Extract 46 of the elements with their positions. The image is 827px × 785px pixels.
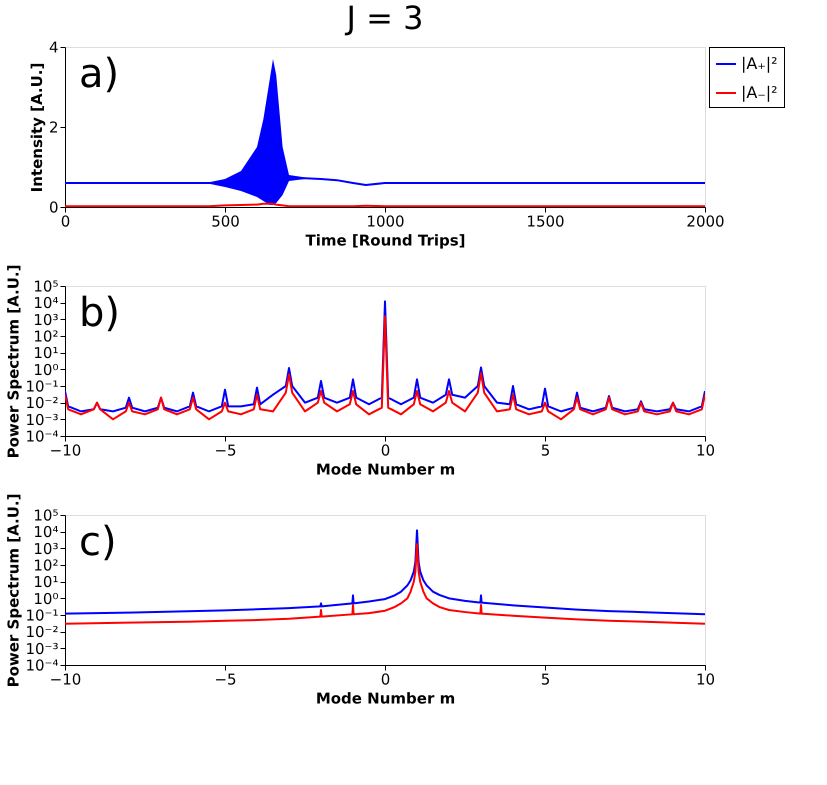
y-axis-title: Intensity [A.U.]: [28, 62, 46, 192]
y-axis-title: Power Spectrum [A.U.]: [4, 264, 22, 458]
y-tick-label: 10⁻³: [25, 640, 58, 658]
y-axis-title: Power Spectrum [A.U.]: [4, 494, 22, 688]
y-tick-label: 10¹: [33, 573, 58, 592]
y-tick-label: 10⁻¹: [25, 606, 58, 624]
legend-label: |A₊|²: [741, 54, 778, 73]
y-tick-label: 10⁵: [33, 278, 58, 296]
y-tick-label: 10⁰: [33, 360, 58, 379]
y-tick-label: 2: [48, 118, 58, 136]
x-tick-label: 5: [540, 442, 550, 460]
y-tick-label: 10⁰: [33, 590, 58, 608]
annotation: c): [79, 519, 117, 565]
x-tick-label: 1000: [366, 212, 405, 230]
y-tick-label: 10⁻²: [25, 394, 58, 412]
x-tick-label: −5: [214, 442, 237, 460]
x-axis-title: Time [Round Trips]: [305, 232, 466, 250]
y-tick-label: 10⁻¹: [25, 378, 58, 396]
legend-label: |A₋|²: [741, 83, 778, 102]
x-tick-label: −5: [214, 670, 237, 688]
y-tick-label: 10³: [33, 310, 58, 329]
y-tick-label: 10¹: [33, 344, 58, 362]
y-tick-label: 10⁴: [33, 523, 58, 542]
y-tick-label: 10⁻³: [25, 410, 58, 429]
annotation: b): [79, 290, 120, 336]
y-tick-label: 10³: [33, 540, 58, 558]
x-tick-label: 0: [380, 670, 390, 688]
y-tick-label: 10⁻²: [25, 623, 58, 642]
x-axis-title: Mode Number m: [316, 690, 456, 708]
x-tick-label: 5: [540, 670, 550, 688]
y-tick-label: 10⁴: [33, 294, 58, 312]
x-tick-label: 0: [380, 442, 390, 460]
x-tick-label: 10: [696, 670, 716, 688]
y-tick-label: 0: [48, 198, 58, 216]
y-tick-label: 10²: [33, 556, 58, 574]
y-tick-label: 10⁵: [33, 506, 58, 524]
chart-title: J = 3: [344, 0, 424, 37]
x-tick-label: 10: [696, 442, 716, 460]
x-tick-label: 1500: [526, 212, 565, 230]
x-tick-label: 0: [60, 212, 70, 230]
annotation: a): [79, 51, 120, 97]
y-tick-label: 10²: [33, 328, 58, 346]
x-tick-label: 500: [211, 212, 240, 230]
y-tick-label: 4: [48, 38, 58, 56]
x-tick-label: 2000: [686, 212, 725, 230]
x-axis-title: Mode Number m: [316, 460, 456, 478]
